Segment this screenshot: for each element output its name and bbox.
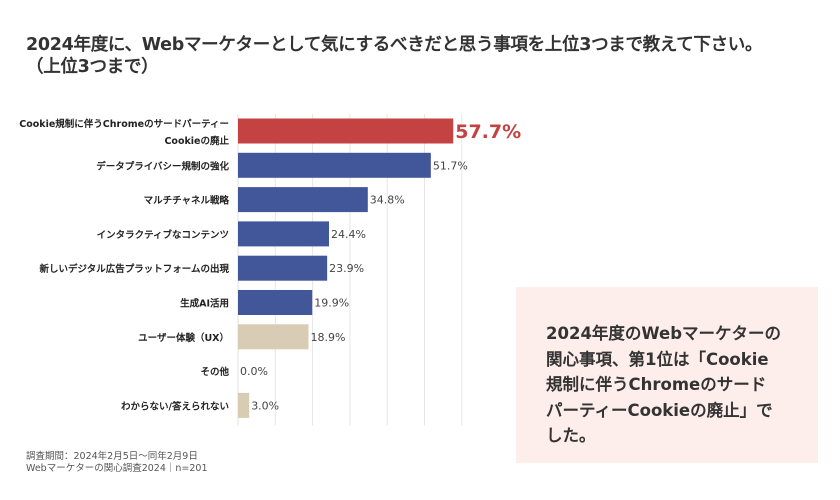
value-label: 23.9%	[329, 262, 364, 275]
category-label: その他	[200, 366, 229, 378]
category-label: わからない/答えられない	[121, 400, 229, 412]
bar	[238, 255, 328, 281]
callout-line: 2024年度のWebマーケターの	[546, 324, 782, 343]
survey-notes: 調査期間：2024年2月5日～同年2月9日 Webマーケターの関心調査2024｜…	[26, 451, 208, 475]
value-label: 19.9%	[314, 297, 349, 310]
callout-line: パーティーCookieの廃止」で	[546, 400, 773, 420]
category-label: Cookie規制に伴うChromeのサードパーティー	[19, 118, 229, 130]
category-label: マルチチャネル戦略	[144, 195, 230, 207]
category-label: ユーザー体験（UX）	[138, 332, 229, 344]
bar	[238, 118, 454, 144]
category-label: 新しいデジタル広告プラットフォームの出現	[39, 263, 229, 275]
value-label: 24.4%	[331, 228, 366, 241]
category-label: 生成AI活用	[180, 298, 229, 310]
title-line-1: 2024年度に、Webマーケターとして気にするべきだと思う事項を上位3つまで教え…	[26, 35, 763, 55]
callout-line: 規制に伴うChromeのサード	[546, 375, 767, 394]
bar	[238, 290, 313, 315]
value-label: 0.0%	[240, 365, 268, 378]
callout-line: 関心事項、第1位は「Cookie	[546, 349, 769, 369]
bar	[238, 324, 309, 350]
survey-period: 調査期間：2024年2月5日～同年2月9日	[26, 451, 198, 462]
category-label: インタラクティブなコンテンツ	[97, 229, 229, 241]
chart-title: 2024年度に、Webマーケターとして気にするべきだと思う事項を上位3つまで教え…	[26, 34, 763, 78]
value-label: 18.9%	[310, 331, 345, 344]
value-label: 51.7%	[433, 159, 468, 172]
bar	[238, 392, 250, 418]
value-label: 57.7%	[455, 121, 521, 143]
callout-line: した。	[546, 426, 596, 445]
bar	[238, 152, 431, 178]
value-label: 34.8%	[370, 194, 405, 207]
title-line-2: （上位3つまで）	[26, 57, 159, 77]
callout-text: 2024年度のWebマーケターの 関心事項、第1位は「Cookie 規制に伴うC…	[546, 321, 781, 449]
survey-source: Webマーケターの関心調査2024｜n=201	[26, 463, 208, 474]
bar	[238, 221, 330, 247]
value-label: 3.0%	[251, 399, 279, 412]
category-label: Cookieの廃止	[164, 135, 229, 147]
summary-callout: 2024年度のWebマーケターの 関心事項、第1位は「Cookie 規制に伴うC…	[516, 287, 818, 463]
category-label: データプライバシー規制の強化	[96, 160, 229, 172]
bar	[238, 187, 368, 213]
